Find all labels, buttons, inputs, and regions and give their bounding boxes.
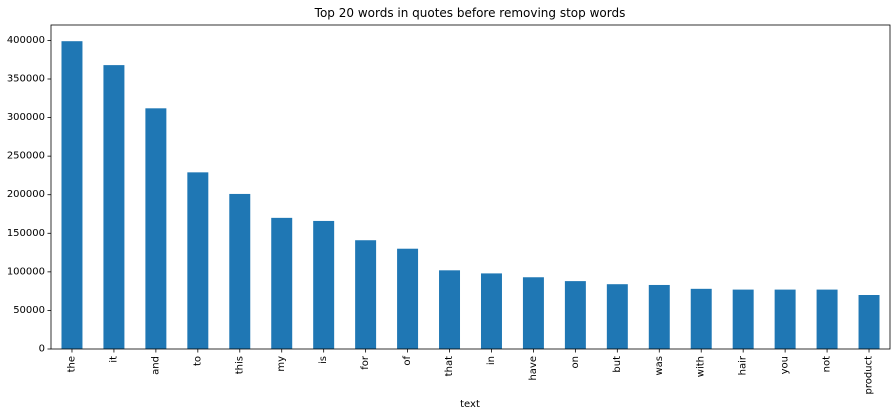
bar-hair: [732, 289, 754, 349]
bar-with: [690, 288, 712, 349]
bar-of: [397, 248, 419, 349]
y-tick-label: 300000: [7, 112, 45, 123]
bar-for: [355, 240, 377, 349]
x-tick-label-my: my: [276, 356, 287, 372]
y-tick-label: 100000: [7, 266, 45, 277]
x-tick-label-product: product: [864, 356, 875, 395]
bar-it: [103, 65, 125, 349]
bar-to: [187, 172, 209, 349]
bar-have: [522, 277, 544, 349]
x-tick-label-for: for: [360, 355, 371, 370]
x-tick-label-the: the: [66, 356, 77, 372]
x-tick-label-you: you: [780, 356, 791, 374]
x-tick-label-that: that: [444, 356, 455, 376]
y-tick-label: 400000: [7, 35, 45, 46]
bar-that: [439, 270, 461, 349]
bar-in: [480, 273, 502, 349]
bar-and: [145, 108, 167, 349]
x-tick-label-not: not: [822, 356, 833, 372]
x-axis: the it and to this my is for of that in have on but wa…: [66, 349, 875, 395]
x-tick-label-hair: hair: [738, 355, 749, 375]
y-tick-label: 0: [39, 344, 45, 355]
x-tick-label-have: have: [528, 356, 539, 381]
x-tick-label-of: of: [402, 356, 413, 366]
bar-but: [606, 284, 628, 349]
y-tick-label: 350000: [7, 74, 45, 85]
bar-this: [229, 193, 251, 349]
bar-on: [564, 281, 586, 349]
x-tick-label-it: it: [108, 356, 119, 363]
y-tick-label: 50000: [13, 305, 45, 316]
bar-you: [774, 289, 796, 349]
x-axis-label: text: [460, 399, 480, 410]
x-tick-label-on: on: [570, 356, 581, 368]
bars-group: [61, 41, 880, 349]
x-tick-label-was: was: [654, 356, 665, 376]
x-tick-label-in: in: [486, 356, 497, 365]
x-tick-label-is: is: [318, 356, 329, 364]
x-tick-label-and: and: [150, 356, 161, 375]
bar-my: [271, 217, 293, 349]
plot-frame: [50, 24, 891, 350]
chart-title: Top 20 words in quotes before removing s…: [314, 6, 626, 20]
bar-is: [313, 220, 335, 349]
x-tick-label-to: to: [192, 356, 203, 366]
x-tick-label-but: but: [612, 356, 623, 373]
x-tick-label-this: this: [234, 356, 245, 374]
bar-product: [858, 295, 880, 349]
y-tick-label: 250000: [7, 151, 45, 162]
bar-was: [648, 284, 670, 349]
y-tick-label: 200000: [7, 189, 45, 200]
y-tick-label: 150000: [7, 228, 45, 239]
y-axis: 0 50000 100000 150000 200000 250000 300000 3500…: [7, 35, 51, 355]
bar-the: [61, 41, 83, 349]
bar-not: [816, 289, 838, 349]
x-tick-label-with: with: [696, 356, 707, 377]
